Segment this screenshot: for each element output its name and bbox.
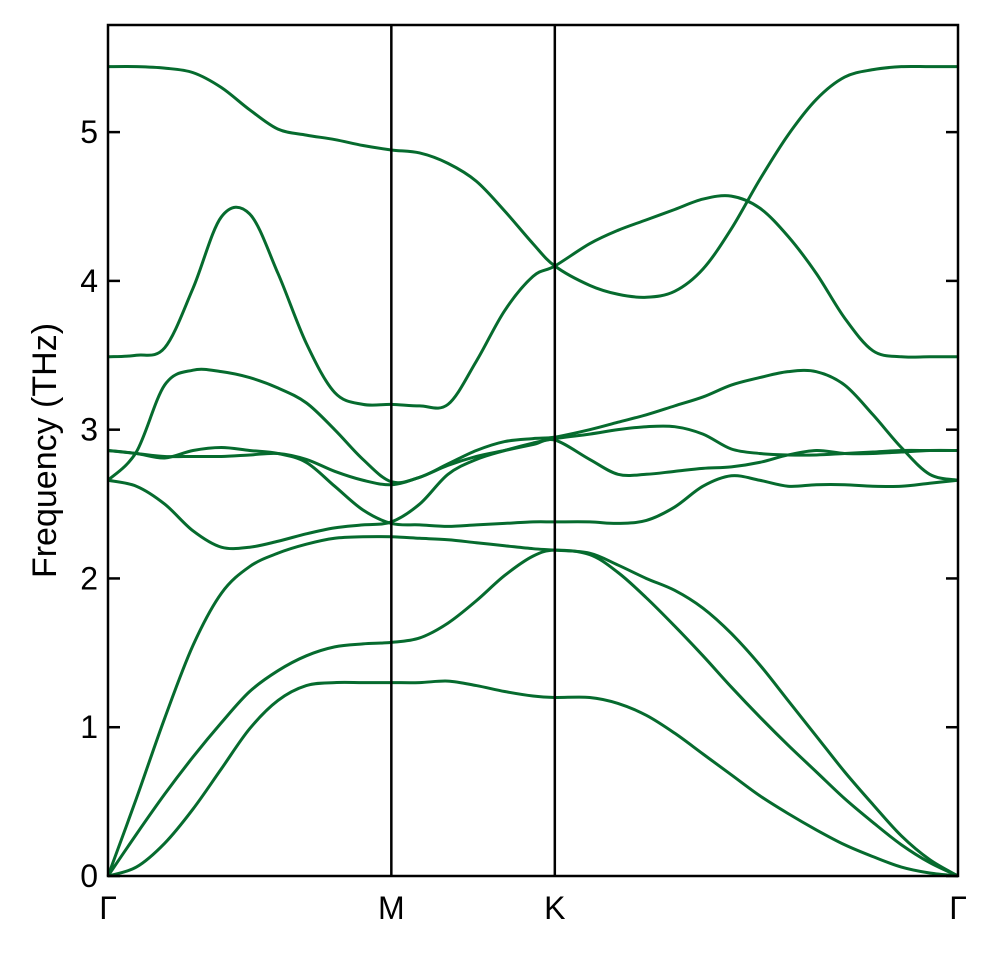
band-lines [106,64,959,878]
x-tick-label: M [378,890,405,926]
band-line-2 [106,548,959,878]
band-line-5 [107,437,959,487]
y-axis-title: Frequency (THz) [26,323,64,578]
band-line-7 [106,367,959,485]
y-tick-label: 1 [80,709,98,745]
y-tick-label: 5 [80,114,98,150]
x-tick-label: Γ [949,890,967,926]
y-tick-label: 0 [80,858,98,894]
y-tick-label: 2 [80,560,98,596]
x-tick-label: K [544,890,565,926]
x-tick-label: Γ [99,890,117,926]
band-line-3 [106,535,959,878]
high-symmetry-lines [390,25,557,876]
y-axis-ticks: 0 1 2 3 4 5 [80,114,958,894]
band-line-1 [107,679,959,878]
plot-frame [106,23,960,878]
band-line-6 [107,446,959,528]
y-tick-label: 4 [80,263,98,299]
band-line-8 [107,194,958,410]
band-line-9 [107,64,958,299]
y-tick-label: 3 [80,412,98,448]
